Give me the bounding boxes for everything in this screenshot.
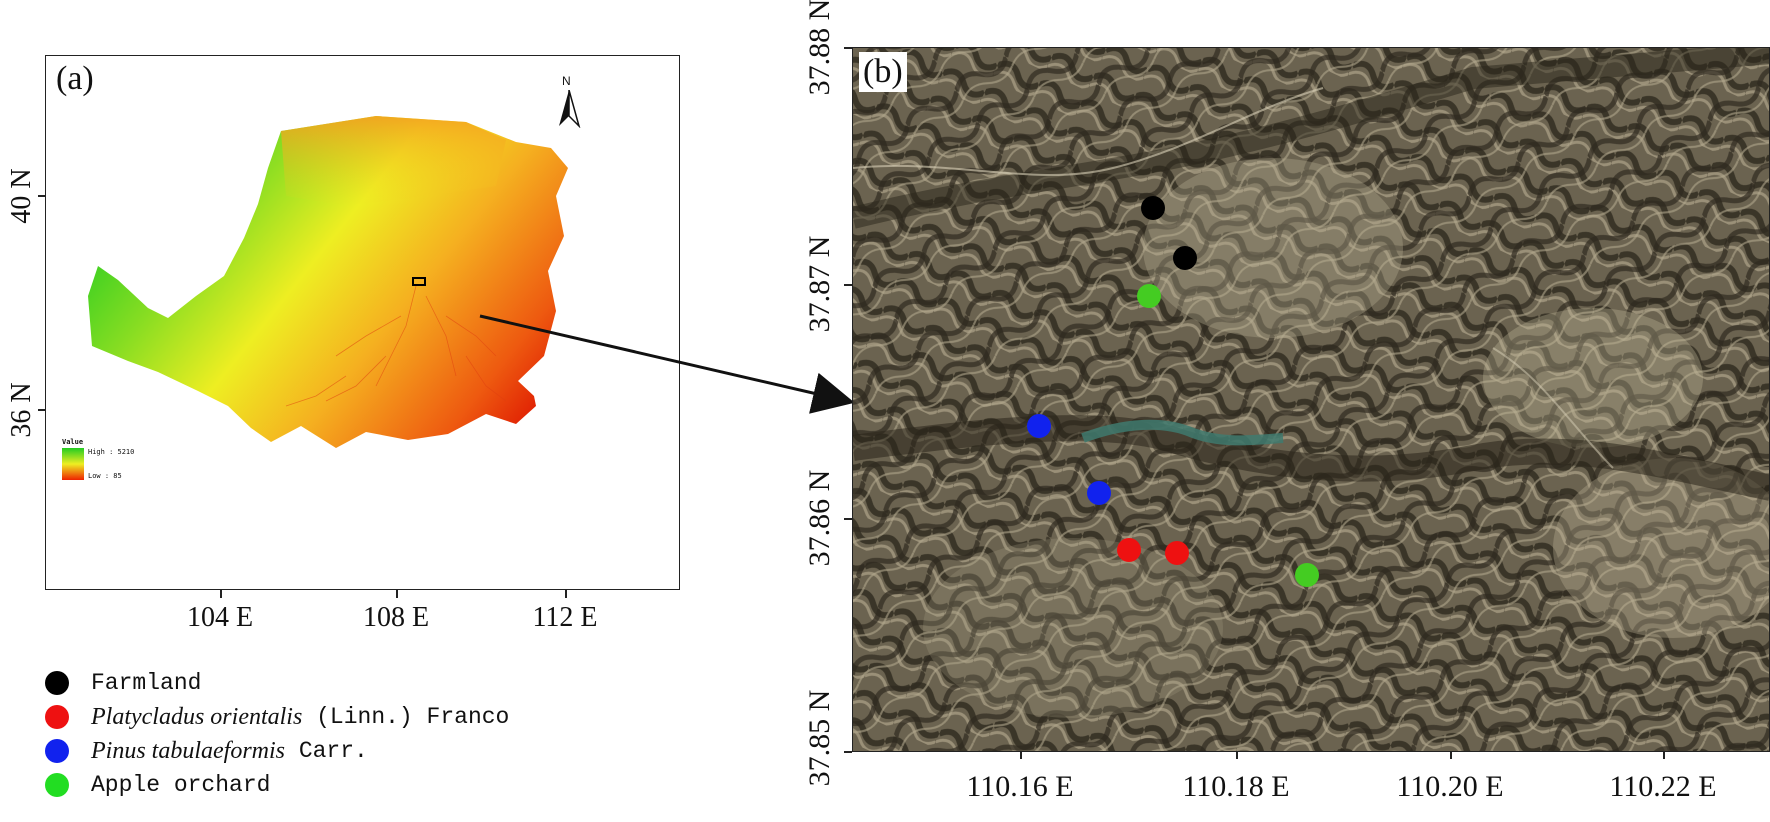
elevation-legend: Value High : 5210 Low : 85 (62, 438, 135, 480)
legend-item-pinus: Pinus tabulaeformis Carr. (45, 734, 509, 768)
legend-dot-pinus (45, 739, 69, 763)
lat-label-37-85n: 37.85 N (803, 689, 836, 787)
lon-label-104e: 104 E (186, 602, 254, 633)
lon-label-110-20e: 110.20 E (1396, 770, 1504, 803)
legend-dot-apple (45, 773, 69, 797)
lon-label-108e: 108 E (362, 602, 430, 633)
panel-b-satellite-map: (b) (852, 47, 1770, 752)
lon-label-110-16e: 110.16 E (966, 770, 1074, 803)
legend-dot-farmland (45, 671, 69, 695)
lat-label-37-88n: 37.88 N (803, 0, 836, 96)
elevation-color-ramp (62, 448, 84, 480)
lon-label-110-18e: 110.18 E (1182, 770, 1290, 803)
platycladus-point-1 (1117, 538, 1141, 562)
farmland-point-1 (1141, 196, 1165, 220)
lon-label-110-22e: 110.22 E (1609, 770, 1717, 803)
sample-legend: Farmland Platycladus orientalis (Linn.) … (45, 666, 509, 802)
panel-a-label: (a) (56, 60, 94, 97)
elevation-map (88, 116, 568, 448)
lon-label-112e: 112 E (532, 602, 598, 633)
north-arrow-icon: N (554, 74, 584, 134)
satellite-image (853, 48, 1769, 751)
apple-orchard-point-1 (1137, 284, 1161, 308)
platycladus-point-2 (1165, 541, 1189, 565)
legend-item-platycladus: Platycladus orientalis (Linn.) Franco (45, 700, 509, 734)
legend-dot-platycladus (45, 705, 69, 729)
panel-b-label: (b) (859, 52, 907, 92)
lat-label-37-87n: 37.87 N (803, 235, 836, 333)
pinus-point-2 (1087, 481, 1111, 505)
apple-orchard-point-2 (1295, 563, 1319, 587)
pinus-point-1 (1027, 414, 1051, 438)
legend-item-apple-orchard: Apple orchard (45, 768, 509, 802)
lat-label-37-86n: 37.86 N (803, 469, 836, 567)
panel-a-map: (a) N (45, 55, 680, 590)
farmland-point-2 (1173, 246, 1197, 270)
legend-item-farmland: Farmland (45, 666, 509, 700)
